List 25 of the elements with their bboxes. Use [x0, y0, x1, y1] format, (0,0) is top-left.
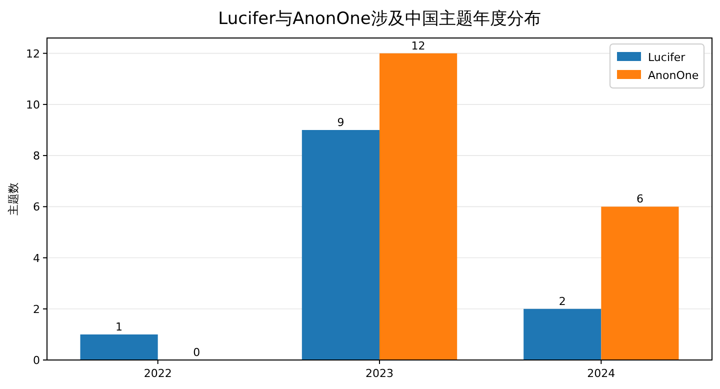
bar [601, 206, 679, 360]
y-tick-label: 0 [33, 354, 40, 367]
x-tick-label: 2024 [587, 367, 616, 380]
y-tick-label: 6 [33, 200, 40, 214]
bar [80, 334, 158, 360]
bar [302, 130, 380, 360]
y-tick-label: 12 [26, 47, 40, 60]
y-tick-label: 8 [33, 150, 40, 163]
data-label: 6 [636, 192, 644, 206]
x-tick-label: 2022 [144, 367, 172, 380]
legend-label: AnonOne [648, 69, 699, 82]
x-tick-label: 2023 [366, 367, 394, 380]
data-label: 0 [193, 346, 200, 359]
data-label: 2 [558, 294, 566, 308]
y-tick-label: 4 [33, 252, 40, 265]
y-axis-title: 主题数 [7, 182, 20, 216]
bar [380, 53, 458, 360]
data-label: 1 [116, 320, 123, 334]
bar [524, 308, 602, 360]
y-tick-label: 10 [26, 98, 40, 112]
data-label: 12 [411, 39, 426, 52]
data-label: 9 [337, 116, 344, 129]
y-tick-label: 2 [33, 302, 40, 316]
chart-title: Lucifer与AnonOne涉及中国主题年度分布 [218, 9, 541, 29]
legend-label: Lucifer [648, 51, 686, 64]
